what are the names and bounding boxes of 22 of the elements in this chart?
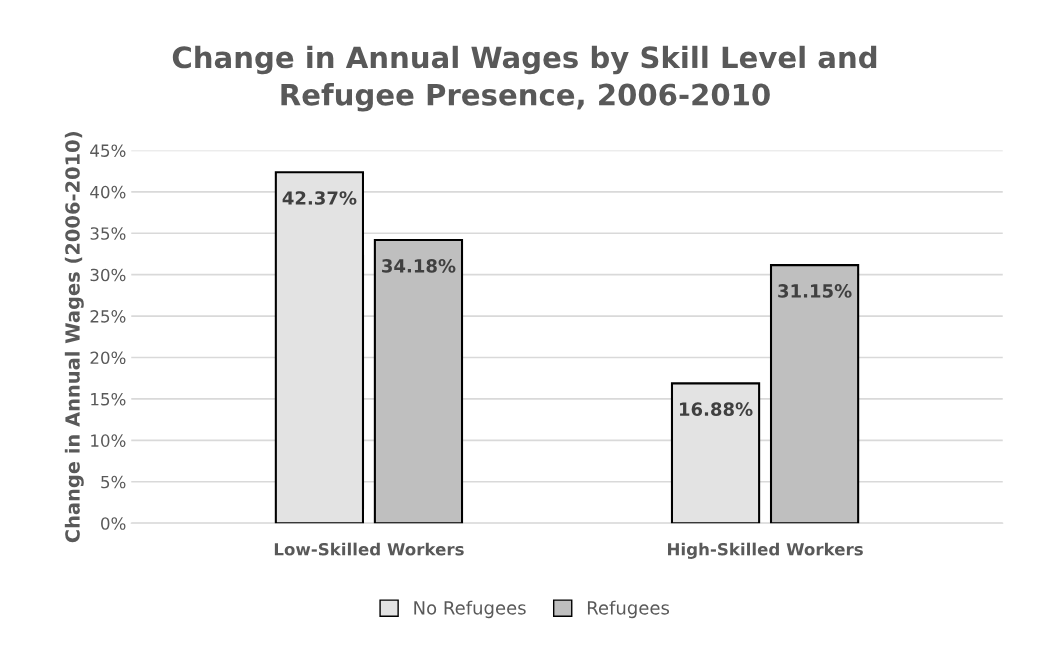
y-tick-label: 10% [91, 434, 126, 447]
y-tick-label: 5% [101, 475, 126, 489]
data-label: 31.15% [778, 284, 852, 298]
x-tick-label: Low-Skilled Workers [274, 542, 464, 556]
y-tick-label: 30% [90, 268, 126, 282]
legend-label: No Refugees [414, 600, 526, 619]
bar [373, 239, 464, 524]
legend-label: Refugees [587, 600, 670, 619]
bar [769, 264, 860, 524]
data-label: 34.18% [382, 259, 456, 273]
y-tick-label: 45% [90, 144, 126, 157]
y-tick-label: 15% [91, 392, 126, 406]
data-label: 42.37% [282, 191, 357, 205]
x-tick-label: High-Skilled Workers [668, 542, 863, 559]
y-tick-label: 25% [90, 310, 126, 323]
y-axis-title: Change in Annual Wages (2006-2010) [64, 132, 84, 543]
chart-title: Change in Annual Wages by Skill Level and Refugee Presence, 2006-2010 [172, 45, 877, 112]
data-label: 16.88% [679, 402, 753, 416]
y-tick-label: 40% [90, 185, 126, 199]
y-tick-label: 0% [101, 517, 126, 530]
y-tick-label: 35% [90, 227, 126, 240]
y-tick-label: 20% [90, 351, 126, 365]
